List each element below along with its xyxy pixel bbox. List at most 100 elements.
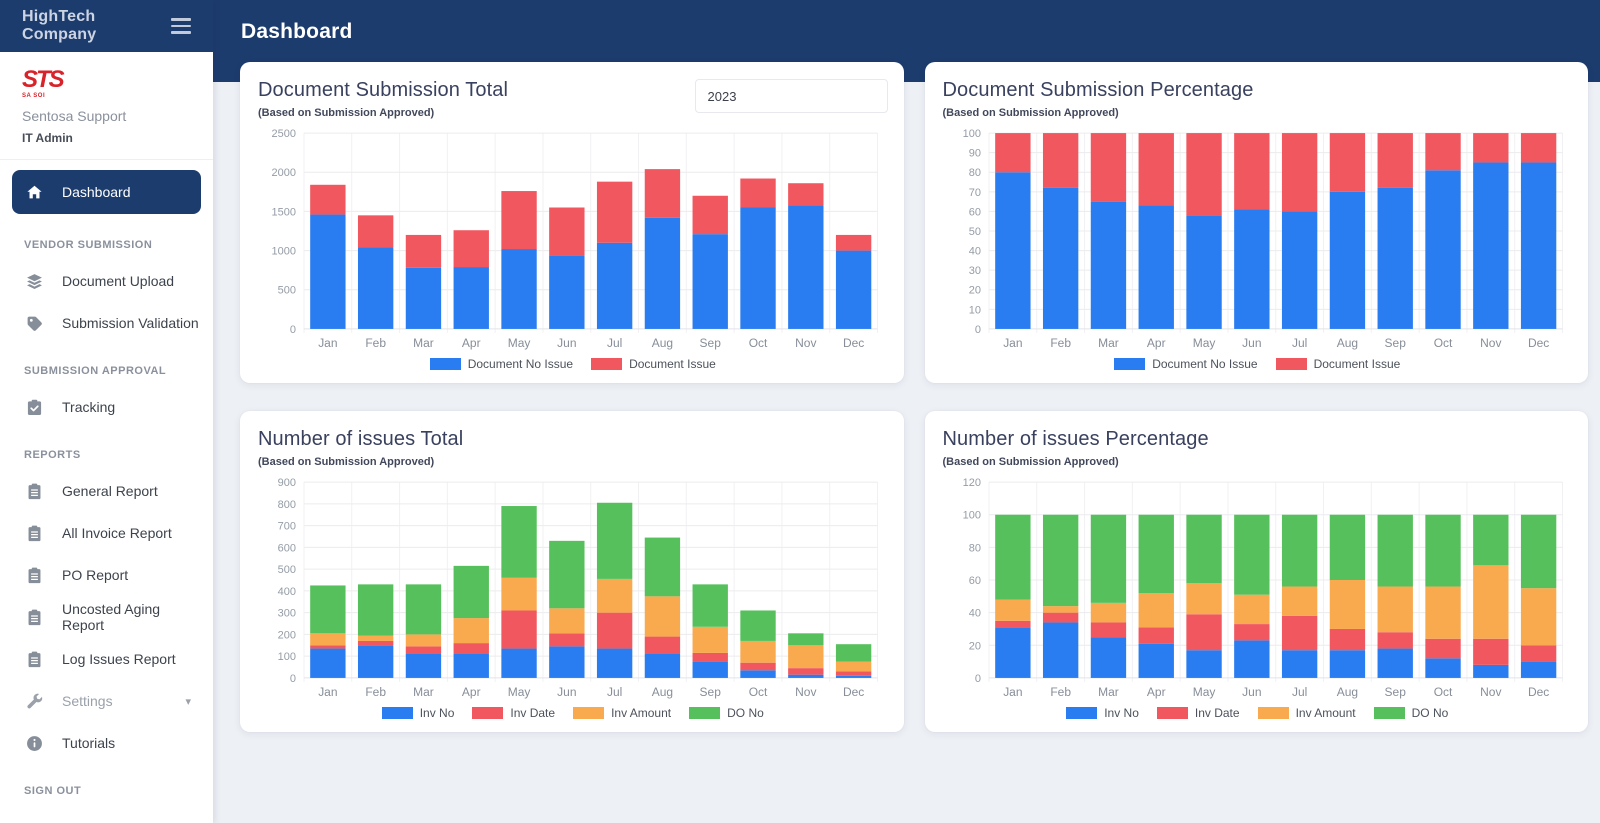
legend-swatch-icon <box>429 358 461 370</box>
sidebar-section-sign-out: SIGN OUT <box>24 785 82 797</box>
legend-item: Inv Date <box>1156 706 1240 720</box>
svg-text:Mar: Mar <box>1098 336 1119 350</box>
svg-text:Nov: Nov <box>1480 336 1501 350</box>
sidebar-item-dashboard[interactable]: Dashboard <box>12 170 201 214</box>
legend-item: DO No <box>1373 706 1449 720</box>
svg-text:Jul: Jul <box>1291 336 1306 350</box>
svg-text:Jan: Jan <box>318 336 337 350</box>
svg-text:Aug: Aug <box>1336 685 1357 699</box>
stacked-bar-chart: 0 100 200 300 400 500 600 700 800 900 Jan Feb Mar Apr… <box>278 477 879 699</box>
svg-text:Jan: Jan <box>1003 336 1022 350</box>
svg-text:20: 20 <box>968 285 980 297</box>
dashboard-cards-grid: Document Submission Total (Based on Subm… <box>213 62 1600 732</box>
svg-text:Jun: Jun <box>1242 685 1261 699</box>
wrench-icon <box>26 692 44 710</box>
chart-card-title: Number of issues Percentage <box>942 428 1209 450</box>
svg-text:Aug: Aug <box>1336 336 1357 350</box>
sidebar-item-label: Document Upload <box>62 273 175 289</box>
year-filter-input[interactable] <box>694 79 888 113</box>
chart-legend: Document No Issue Document Issue <box>258 357 888 371</box>
svg-text:20: 20 <box>968 640 980 652</box>
svg-text:May: May <box>508 336 531 350</box>
legend-item: Document Issue <box>1275 357 1400 371</box>
svg-text:Feb: Feb <box>1050 685 1071 699</box>
svg-text:Apr: Apr <box>1146 685 1165 699</box>
hamburger-menu-icon[interactable] <box>167 14 195 37</box>
svg-text:Feb: Feb <box>1050 336 1071 350</box>
sidebar-item-general-report[interactable]: General Report <box>0 470 213 512</box>
sidebar-item-settings[interactable]: Settings ▾ <box>0 680 213 722</box>
sidebar-item-po-report[interactable]: PO Report <box>0 554 213 596</box>
svg-text:2000: 2000 <box>272 167 296 179</box>
chart-card-subtitle: (Based on Submission Approved) <box>942 107 1119 119</box>
sidebar-item-submission-validation[interactable]: Submission Validation <box>0 302 213 344</box>
sidebar-item-label: General Report <box>62 483 158 499</box>
legend-swatch-icon <box>1257 707 1289 719</box>
svg-text:200: 200 <box>278 629 296 641</box>
svg-text:Dec: Dec <box>843 685 864 699</box>
legend-item: Inv No <box>381 706 455 720</box>
chart-card-title: Document Submission Total <box>258 79 509 101</box>
svg-text:Mar: Mar <box>413 685 434 699</box>
sidebar-item-label: Settings <box>62 693 113 709</box>
sidebar-item-document-upload[interactable]: Document Upload <box>0 260 213 302</box>
legend-swatch-icon <box>573 707 605 719</box>
stacked-bar-chart: 0 500 1000 1500 2000 2500 Jan Feb Mar Apr May Jun Ju… <box>272 128 879 350</box>
svg-text:10: 10 <box>968 304 980 316</box>
page-title: Dashboard <box>241 20 353 43</box>
sidebar-item-all-invoice-report[interactable]: All Invoice Report <box>0 512 213 554</box>
svg-text:Jul: Jul <box>607 685 622 699</box>
svg-text:1000: 1000 <box>272 246 296 258</box>
legend-label: Inv Date <box>510 706 556 720</box>
svg-text:40: 40 <box>968 608 980 620</box>
svg-text:Oct: Oct <box>1433 336 1452 350</box>
legend-item: Inv Amount <box>1257 706 1356 720</box>
sidebar-section-reports: REPORTS <box>24 449 81 461</box>
chart-legend: Inv No Inv Date Inv Amount DO No <box>258 706 888 720</box>
svg-text:Mar: Mar <box>1098 685 1119 699</box>
svg-text:600: 600 <box>278 542 296 554</box>
svg-text:0: 0 <box>974 673 980 685</box>
svg-text:900: 900 <box>278 477 296 489</box>
legend-item: Document Issue <box>591 357 716 371</box>
legend-item: Inv Amount <box>573 706 671 720</box>
chart-card-subtitle: (Based on Submission Approved) <box>258 107 435 119</box>
svg-text:Aug: Aug <box>652 685 673 699</box>
legend-item: Inv Date <box>472 706 555 720</box>
svg-text:Aug: Aug <box>652 336 673 350</box>
svg-text:700: 700 <box>278 521 296 533</box>
svg-text:Apr: Apr <box>462 685 481 699</box>
sidebar-item-tracking[interactable]: Tracking <box>0 386 213 428</box>
svg-text:60: 60 <box>968 206 980 218</box>
legend-label: Document No Issue <box>1152 357 1258 371</box>
sidebar-item-tutorials[interactable]: Tutorials <box>0 722 213 764</box>
sidebar-section-submission-approval: SUBMISSION APPROVAL <box>24 365 167 377</box>
legend-item: Document No Issue <box>1114 357 1258 371</box>
chart-card-subtitle: (Based on Submission Approved) <box>258 456 435 468</box>
svg-text:Oct: Oct <box>1433 685 1452 699</box>
svg-text:Apr: Apr <box>1146 336 1165 350</box>
chart-card-header: Document Submission Percentage (Based on… <box>943 79 1573 119</box>
svg-text:100: 100 <box>278 651 296 663</box>
svg-text:2500: 2500 <box>272 128 296 140</box>
org-name: Sentosa Support <box>22 108 127 124</box>
legend-label: Inv No <box>419 706 455 720</box>
sidebar-section-vendor-submission: VENDOR SUBMISSION <box>24 239 153 251</box>
clipboard-check-icon <box>26 398 44 416</box>
company-logo: STS <box>22 66 65 93</box>
sidebar-item-log-issues-report[interactable]: Log Issues Report <box>0 638 213 680</box>
chart-card-title: Number of issues Total <box>258 428 464 450</box>
legend-label: DO No <box>1411 706 1449 720</box>
info-icon <box>26 734 44 752</box>
chart-card-number-of-issues-total: Number of issues Total (Based on Submiss… <box>240 411 904 732</box>
sidebar-item-uncosted-aging-report[interactable]: Uncosted Aging Report <box>0 596 213 638</box>
svg-text:May: May <box>508 685 531 699</box>
svg-text:Apr: Apr <box>462 336 481 350</box>
svg-text:500: 500 <box>278 564 296 576</box>
stacked-bar-chart: 0 20 40 60 80 100 120 Jan Feb Mar Apr May Jun Jul Aug S… <box>962 477 1563 699</box>
svg-text:Dec: Dec <box>843 336 864 350</box>
sidebar-item-label: Dashboard <box>62 184 131 200</box>
legend-swatch-icon <box>1156 707 1188 719</box>
legend-swatch-icon <box>591 358 623 370</box>
svg-text:Oct: Oct <box>749 336 768 350</box>
